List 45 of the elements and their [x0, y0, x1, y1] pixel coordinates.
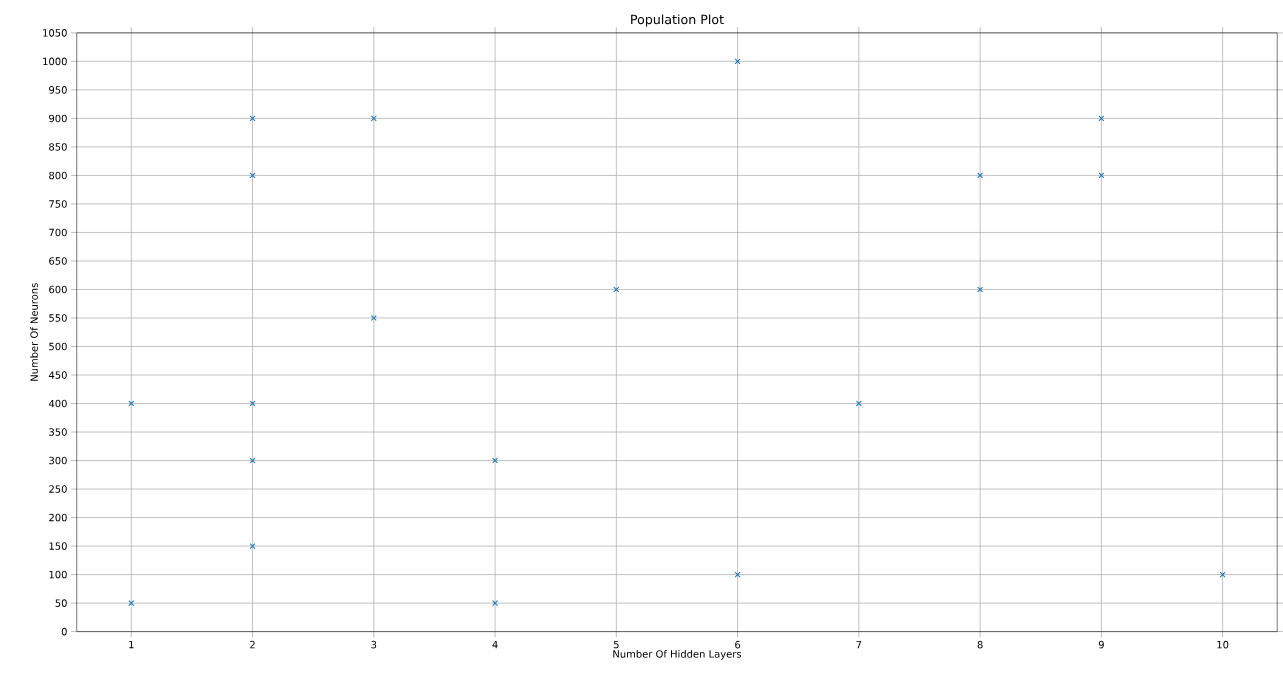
x-axis-title: Number Of Hidden Layers — [613, 649, 742, 660]
point — [492, 457, 499, 464]
y-tick-label: 350 — [49, 428, 67, 436]
chart-title: Population Plot — [631, 14, 724, 27]
y-tick-label: 850 — [49, 142, 67, 151]
x-tick-label: 2 — [250, 640, 255, 649]
y-tick-label: 200 — [49, 513, 67, 522]
y-tick-label: 950 — [49, 85, 67, 94]
x-tick-label: 3 — [371, 640, 377, 649]
point — [855, 400, 862, 407]
point — [128, 400, 135, 407]
point — [613, 286, 620, 293]
x-tick-label: 10 — [1217, 640, 1229, 649]
y-tick-label: 1000 — [43, 57, 67, 65]
y-tick-label: 50 — [55, 599, 67, 607]
x-tick-label: 9 — [1098, 640, 1104, 649]
y-tick-label: 300 — [49, 456, 67, 465]
y-tick-label: 800 — [49, 171, 67, 179]
y-tick-label: 100 — [49, 570, 67, 579]
y-tick-label: 600 — [49, 285, 67, 294]
point — [977, 286, 984, 293]
point — [249, 542, 256, 549]
y-tick-label: 1050 — [43, 28, 67, 37]
y-tick-label: 650 — [49, 256, 67, 265]
y-tick-label: 500 — [49, 342, 67, 351]
y-tick-label: 400 — [48, 399, 67, 408]
y-tick-label: 150 — [49, 542, 67, 550]
y-tick-label: 450 — [48, 371, 67, 379]
x-tick-label: 5 — [613, 640, 619, 649]
x-tick-label: 1 — [129, 640, 134, 648]
x-tick-label: 7 — [856, 640, 862, 648]
y-axis-title: Number Of Neurons — [30, 282, 38, 381]
y-tick-label: 250 — [49, 485, 67, 493]
point — [977, 172, 984, 179]
x-tick-label: 4 — [492, 640, 498, 648]
x-tick-label: 8 — [977, 640, 983, 649]
point — [128, 599, 135, 606]
y-tick-label: 0 — [61, 627, 67, 636]
y-tick-label: 900 — [49, 114, 67, 122]
y-tick-label: 700 — [49, 228, 67, 236]
y-tick-label: 750 — [49, 199, 67, 208]
x-tick-label: 6 — [735, 640, 741, 649]
point — [370, 314, 377, 321]
point — [370, 115, 377, 122]
y-tick-label: 550 — [49, 314, 67, 322]
